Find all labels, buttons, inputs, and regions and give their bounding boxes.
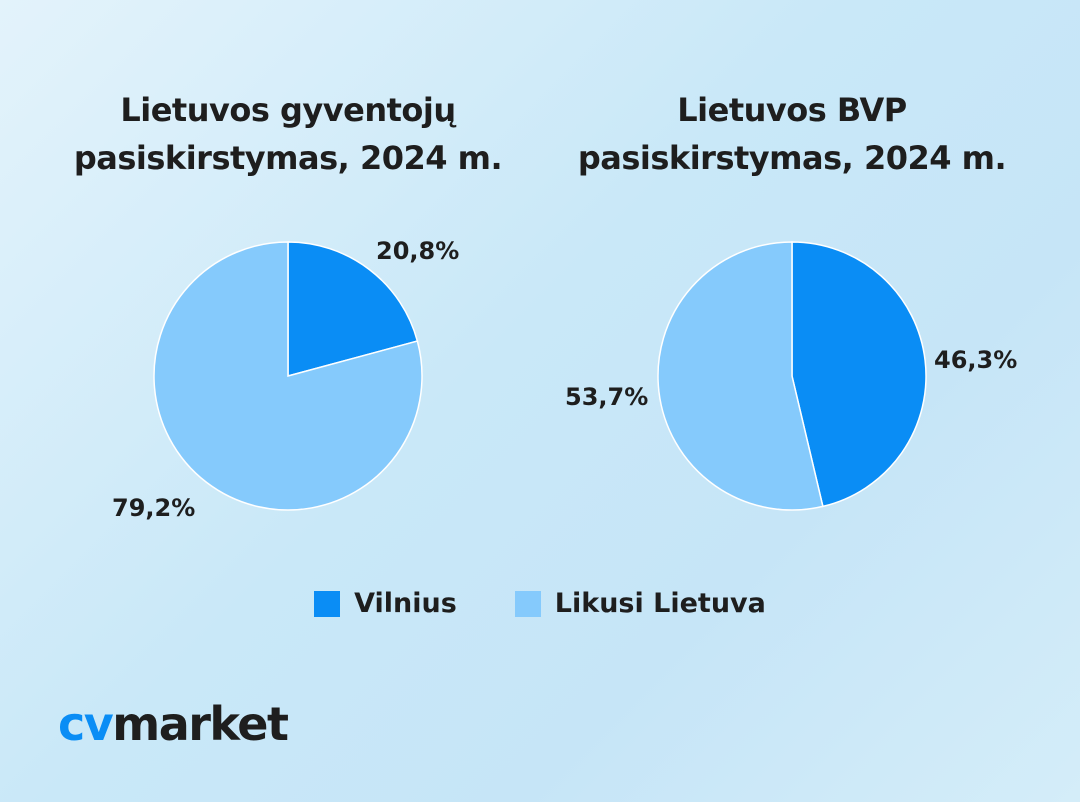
pie-slice-gdp-likusi-lietuva <box>657 241 824 511</box>
pie-slice-gdp-vilnius <box>791 241 927 508</box>
legend-item-vilnius: Vilnius <box>314 588 457 619</box>
legend-swatch-likusi-lietuva <box>514 590 541 617</box>
pie-slice-population-vilnius <box>287 241 419 377</box>
chart-title-population-line1: Lietuvos gyventojų <box>120 91 456 129</box>
legend-item-likusi-lietuva: Likusi Lietuva <box>514 588 766 619</box>
legend-swatch-vilnius <box>314 590 341 617</box>
chart-title-population: Lietuvos gyventojų pasiskirstymas, 2024 … <box>28 86 548 182</box>
pie-label-population-vilnius: 20,8% <box>376 237 459 265</box>
legend: Vilnius Likusi Lietuva <box>0 588 1080 619</box>
chart-title-population-line2: pasiskirstymas, 2024 m. <box>73 139 503 177</box>
legend-label-vilnius: Vilnius <box>354 588 457 619</box>
chart-title-gdp-line1: Lietuvos BVP <box>677 91 907 129</box>
pie-label-gdp-vilnius: 46,3% <box>934 346 1017 374</box>
pie-slice-population-likusi-lietuva <box>153 241 423 511</box>
cvmarket-logo: cvmarket <box>58 694 289 754</box>
legend-label-likusi-lietuva: Likusi Lietuva <box>554 588 766 619</box>
logo-part-market: market <box>112 697 289 751</box>
pie-label-population-likusi-lietuva: 79,2% <box>112 494 195 522</box>
logo-part-cv: cv <box>58 697 114 751</box>
chart-title-gdp: Lietuvos BVP pasiskirstymas, 2024 m. <box>532 86 1052 182</box>
pie-label-gdp-likusi-lietuva: 53,7% <box>565 383 648 411</box>
chart-title-gdp-line2: pasiskirstymas, 2024 m. <box>577 139 1007 177</box>
